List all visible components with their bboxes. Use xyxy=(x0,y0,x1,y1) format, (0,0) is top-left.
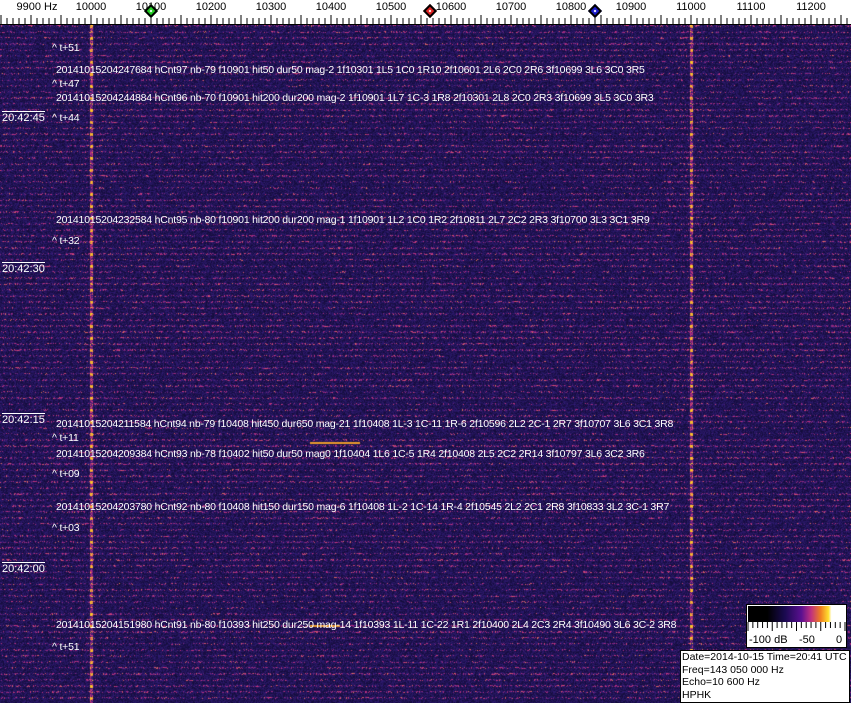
freq-label: 10500 xyxy=(375,1,407,13)
detection-line: 20141015204151980 hCnt91 nb-80 f10393 hi… xyxy=(56,619,677,631)
freq-label: 11000 xyxy=(676,1,706,13)
freq-label: 10600 xyxy=(435,1,467,13)
freq-label: 10300 xyxy=(255,1,287,13)
detection-line: 20141015204203780 hCnt92 nb-80 f10408 hi… xyxy=(56,501,670,513)
colorbar-ticks xyxy=(747,622,846,631)
colorbar-label: -50 xyxy=(799,634,815,646)
detection-line: 20141015204209384 hCnt93 nb-78 f10402 hi… xyxy=(56,448,645,460)
freq-label: 9900 Hz xyxy=(16,1,58,13)
freq-label: 11200 xyxy=(796,1,826,13)
colorbar xyxy=(748,606,845,622)
freq-label: 11100 xyxy=(736,1,766,13)
detection-line: 20141015204232584 hCnt95 nb-80 f10901 hi… xyxy=(56,214,650,226)
colorbar-legend: -100 dB -50 0 xyxy=(746,604,847,648)
time-offset: ^ t+03 xyxy=(52,522,80,534)
freq-label: 10900 xyxy=(615,1,647,13)
freq-label: 10200 xyxy=(195,1,227,13)
freq-label: 10000 xyxy=(75,1,107,13)
freq-label: 10400 xyxy=(315,1,347,13)
time-label: 20:42:00 xyxy=(2,562,45,575)
colorbar-label: -100 dB xyxy=(749,634,788,646)
time-offset: ^ t+51 xyxy=(52,641,80,653)
time-label: 20:42:45 xyxy=(2,111,45,124)
detection-line: 20141015204211584 hCnt94 nb-79 f10408 hi… xyxy=(56,418,674,430)
time-label: 20:42:15 xyxy=(2,413,45,426)
frequency-ticks xyxy=(0,15,851,25)
frequency-ruler[interactable]: 9900 Hz 10000 10100 10200 10300 10400 10… xyxy=(0,0,851,25)
time-offset: ^ t+47 xyxy=(52,78,80,90)
time-offset: ^ t+32 xyxy=(52,235,80,247)
info-box: Date=2014-10-15 Time=20:41 UTC Freq=143 … xyxy=(680,650,850,703)
time-offset: ^ t+51 xyxy=(52,42,80,54)
station-text: HPHK xyxy=(682,688,712,701)
colorbar-label: 0 xyxy=(836,634,843,646)
time-offset: ^ t+44 xyxy=(52,112,80,124)
time-label: 20:42:30 xyxy=(2,262,45,275)
freq-label: 10800 xyxy=(555,1,587,13)
echo-text: Echo=10 600 Hz xyxy=(682,676,760,688)
time-offset: ^ t+09 xyxy=(52,468,80,480)
datetime-text: Date=2014-10-15 Time=20:41 UTC xyxy=(682,651,847,663)
time-offset: ^ t+11 xyxy=(52,432,79,444)
waterfall-spectrogram xyxy=(0,25,851,703)
detection-line: 20141015204247684 hCnt97 nb-79 f10901 hi… xyxy=(56,64,645,76)
freq-label: 10700 xyxy=(495,1,527,13)
frequency-text: Freq=143 050 000 Hz xyxy=(682,663,784,676)
detection-line: 20141015204244884 hCnt96 nb-70 f10901 hi… xyxy=(56,92,654,104)
